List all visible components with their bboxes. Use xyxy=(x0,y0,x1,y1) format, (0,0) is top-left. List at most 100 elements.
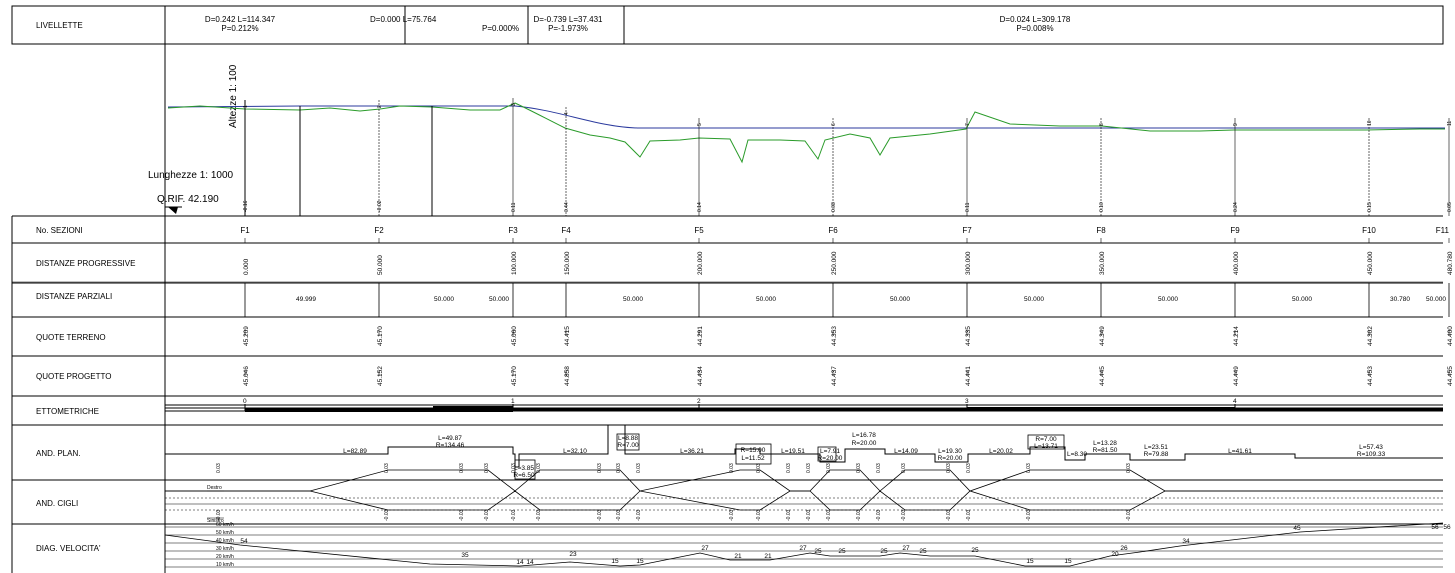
label-progressive: DISTANZE PROGRESSIVE xyxy=(36,259,135,268)
plan-16a: L=23.51 xyxy=(1144,444,1168,451)
terrain-profile-line xyxy=(167,102,1445,164)
livellette-row: LIVELLETTE D=0.242 L=114.347 P=0.212% D=… xyxy=(11,5,1444,45)
label-plan: AND. PLAN. xyxy=(36,449,80,458)
plan-10: L=14.09 xyxy=(894,448,918,455)
section-diff-5: 0.14 xyxy=(697,202,703,212)
vel-scale-3: 40 km/h xyxy=(216,538,234,544)
vel-value-7: 15 xyxy=(636,558,644,565)
ciglio-sinistro-11: -0.03 xyxy=(756,509,762,521)
ciglio-sinistro-5: -0.03 xyxy=(511,509,517,521)
ciglio-sinistro-18: -0.03 xyxy=(946,509,952,521)
ciglio-destro-3: 0.03 xyxy=(459,463,465,473)
ciglio-sinistro-6: -0.03 xyxy=(536,509,542,521)
plan-9b: R=20.00 xyxy=(852,440,877,447)
plan-17: L=41.61 xyxy=(1228,448,1252,455)
terreno-2: 45.170 xyxy=(377,326,384,346)
plan-13a: R=7.00 xyxy=(1035,436,1057,443)
etto-3: 3 xyxy=(965,398,969,405)
ciglio-destro-14: 0.03 xyxy=(826,463,832,473)
vel-scale-5: 20 km/h xyxy=(216,554,234,560)
cigli-graphic: Destro Sinistro 0.03 -0.03 0.03 -0.03 0.03 -0… xyxy=(165,463,1443,524)
vel-value-14: 25 xyxy=(880,548,888,555)
ciglio-sinistro-16: -0.03 xyxy=(876,509,882,521)
plan-13b: L=13.71 xyxy=(1034,443,1058,450)
progetto-4: 44.858 xyxy=(564,366,571,386)
parziale-11: 30.780 xyxy=(1390,296,1410,303)
parziale-4: 50.000 xyxy=(623,296,643,303)
progressiva-5: 200.000 xyxy=(697,251,704,275)
ciglio-destro-19: 0.03 xyxy=(966,463,972,473)
ciglio-sinistro-20: -0.03 xyxy=(1026,509,1032,521)
sezione-5: F5 xyxy=(694,226,704,235)
profile-area: Altezze 1: 100 Lunghezze 1: 1000 Q.RIF. … xyxy=(148,44,1453,216)
label-cigli: AND. CIGLI xyxy=(36,499,78,508)
parziale-1: 49.999 xyxy=(296,296,316,303)
section-id-1: 1 xyxy=(243,105,249,108)
parziale-9: 50.000 xyxy=(1292,296,1312,303)
livelletta-3-line1: D=-0.739 L=37.431 xyxy=(534,15,603,24)
vel-value-24: 56 xyxy=(1431,524,1439,531)
parziale-6: 50.000 xyxy=(890,296,910,303)
plan-6b: L=11.52 xyxy=(741,455,765,462)
vel-value-23: 45 xyxy=(1293,525,1301,532)
design-profile-line xyxy=(167,105,1445,129)
ciglio-sinistro-15: -0.03 xyxy=(856,509,862,521)
terreno-11: 44.400 xyxy=(1447,326,1454,346)
vel-value-21: 26 xyxy=(1120,545,1128,552)
livellette-label: LIVELLETTE xyxy=(36,21,83,30)
ciglio-destro-20: 0.03 xyxy=(1026,463,1032,473)
vel-value-20: 20 xyxy=(1111,551,1119,558)
progetto-3: 45.170 xyxy=(511,366,518,386)
label-parziali: DISTANZE PARZIALI xyxy=(36,292,112,301)
progressiva-11: 480.780 xyxy=(1447,251,1454,275)
ciglio-sinistro-21: -0.03 xyxy=(1126,509,1132,521)
label-ettometriche: ETTOMETRICHE xyxy=(36,407,99,416)
cigli-destro-label: Destro xyxy=(207,485,222,491)
plan-7: L=19.51 xyxy=(781,448,805,455)
plan-11b: R=20.00 xyxy=(938,455,963,462)
section-id-5: 5 xyxy=(697,123,703,126)
velocity-diagram: 60 km/h 50 km/h 40 km/h 30 km/h 20 km/h 10 km… xyxy=(164,522,1451,568)
sezione-9: F9 xyxy=(1230,226,1240,235)
section-diff-2: -0.02 xyxy=(377,200,383,212)
plan-12: L=20.02 xyxy=(989,448,1013,455)
sezione-2: F2 xyxy=(374,226,384,235)
progetto-2: 45.152 xyxy=(377,366,384,386)
ciglio-sinistro-10: -0.03 xyxy=(729,509,735,521)
vel-scale-6: 10 km/h xyxy=(216,562,234,568)
vel-value-15: 27 xyxy=(902,545,910,552)
section-diff-10: 0.15 xyxy=(1367,202,1373,212)
sezione-3: F3 xyxy=(508,226,518,235)
plan-1b: R=134.46 xyxy=(436,442,465,449)
livelletta-1-line1: D=0.242 L=114.347 xyxy=(205,15,276,24)
ciglio-destro-7: 0.03 xyxy=(597,463,603,473)
ciglio-destro-5: 0.03 xyxy=(511,463,517,473)
vel-value-13: 25 xyxy=(838,548,846,555)
vel-scale-4: 30 km/h xyxy=(216,546,234,552)
sezione-10: F10 xyxy=(1362,226,1376,235)
vel-value-25: 56 xyxy=(1443,524,1451,531)
section-diff-1: -0.16 xyxy=(243,200,249,212)
ettometriche-graphic: 0 1 2 3 4 xyxy=(165,398,1443,412)
vel-value-9: 21 xyxy=(734,553,742,560)
vel-value-4: 14 xyxy=(526,559,534,566)
progressiva-9: 400.000 xyxy=(1233,251,1240,275)
cigli-values: 0.03 -0.03 0.03 -0.03 0.03 -0.03 0.03 -0.03 0.03… xyxy=(216,463,1132,521)
vel-value-11: 27 xyxy=(799,545,807,552)
terreno-8: 44.349 xyxy=(1099,326,1106,346)
terreno-6: 44.353 xyxy=(831,326,838,346)
plan-16b: R=79.88 xyxy=(1144,451,1169,458)
label-terreno: QUOTE TERRENO xyxy=(36,333,106,342)
progetto-1: 45.046 xyxy=(243,366,250,386)
vel-value-19: 15 xyxy=(1064,558,1072,565)
section-markers: 1 -0.16 2 -0.02 3 0.11 4 0.44 5 0.14 6 0.08 7 0.11 8 0.… xyxy=(243,98,1453,216)
terreno-4: 44.415 xyxy=(564,326,571,346)
etto-2: 2 xyxy=(697,398,701,405)
vel-value-2: 35 xyxy=(461,552,469,559)
plan-4a: L=8.88 xyxy=(618,435,638,442)
vertical-scale-label: Altezze 1: 100 xyxy=(228,64,239,128)
ciglio-destro-11: 0.03 xyxy=(756,463,762,473)
section-id-10: 10 xyxy=(1367,120,1373,126)
ciglio-destro-21: 0.03 xyxy=(1126,463,1132,473)
